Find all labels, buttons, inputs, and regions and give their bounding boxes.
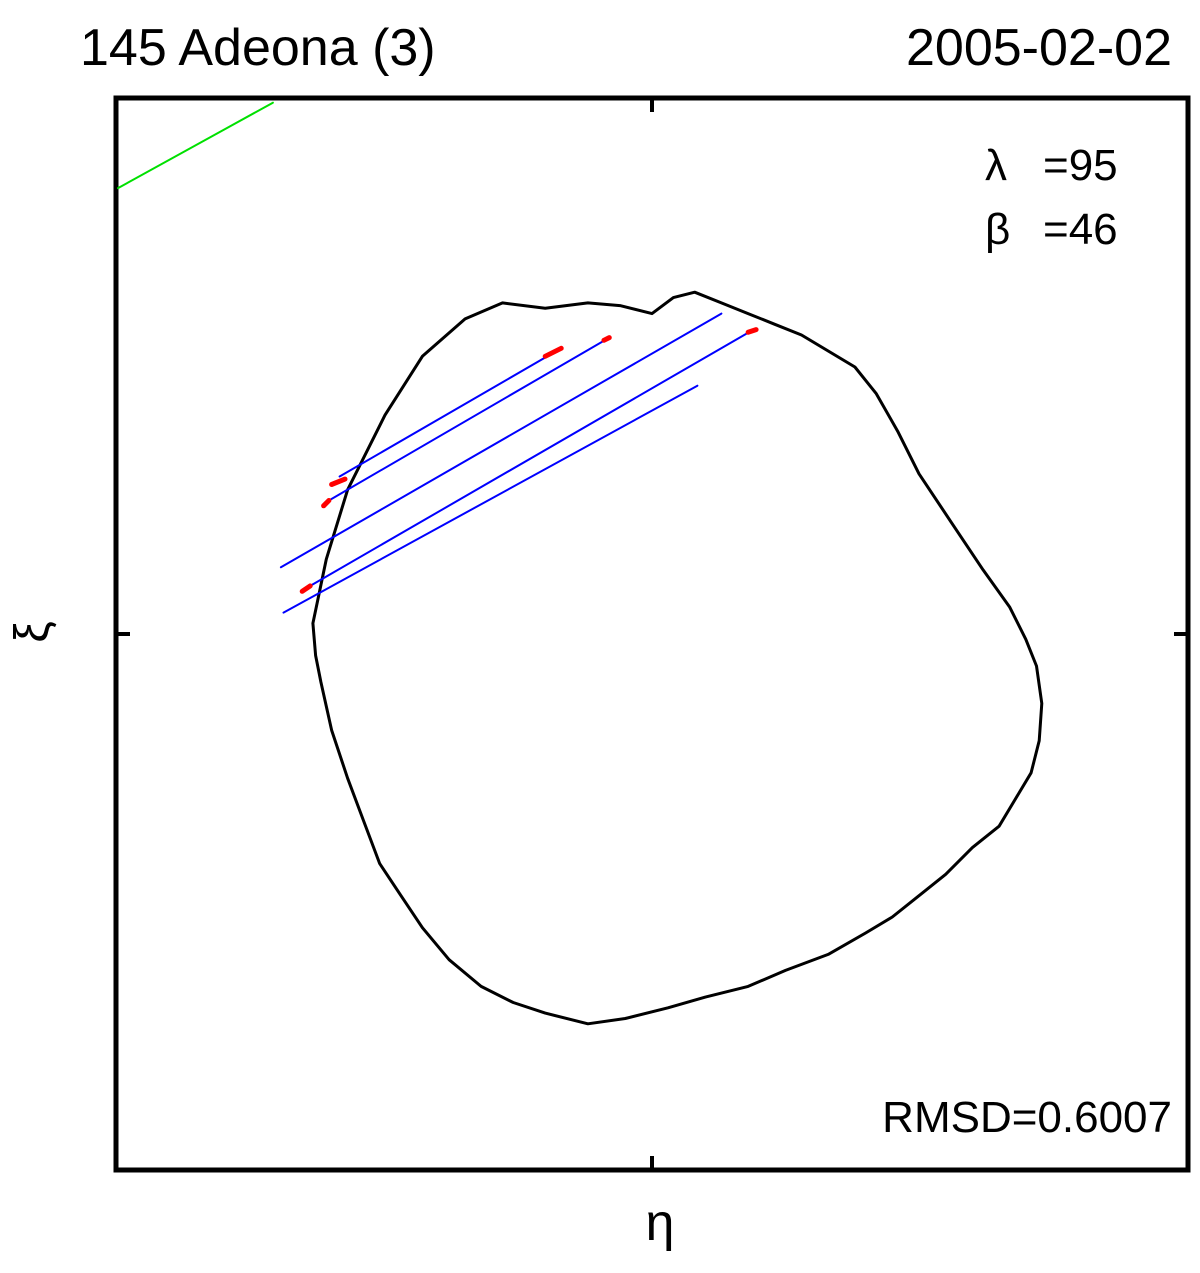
beta-symbol: β bbox=[985, 205, 1010, 254]
rmsd-label: RMSD=0.6007 bbox=[882, 1093, 1172, 1142]
chord-2 bbox=[327, 336, 611, 502]
chord-endpoint-8 bbox=[321, 498, 332, 509]
chord-endpoint-7 bbox=[542, 345, 564, 359]
chart-title-right: 2005-02-02 bbox=[906, 19, 1172, 77]
series-layer bbox=[117, 101, 1044, 1026]
lambda-value: =95 bbox=[1043, 141, 1118, 190]
chord-3 bbox=[279, 312, 723, 569]
chord-endpoint-6 bbox=[329, 476, 348, 487]
lambda-symbol: λ bbox=[985, 141, 1007, 190]
beta-value: =46 bbox=[1043, 205, 1118, 254]
extra-chord-12 bbox=[117, 101, 274, 190]
chart-title-left: 145 Adeona (3) bbox=[80, 19, 436, 77]
chord-1 bbox=[338, 347, 563, 478]
x-axis-label: η bbox=[646, 1194, 675, 1252]
chord-4 bbox=[309, 328, 755, 587]
chord-endpoint-9 bbox=[601, 335, 612, 343]
plot-frame bbox=[113, 95, 1191, 1173]
chord-endpoint-11 bbox=[299, 583, 313, 594]
shape-profile-0 bbox=[311, 290, 1044, 1026]
chord-5 bbox=[282, 384, 699, 614]
chord-endpoint-10 bbox=[745, 327, 759, 335]
y-axis-label: ξ bbox=[6, 621, 59, 643]
